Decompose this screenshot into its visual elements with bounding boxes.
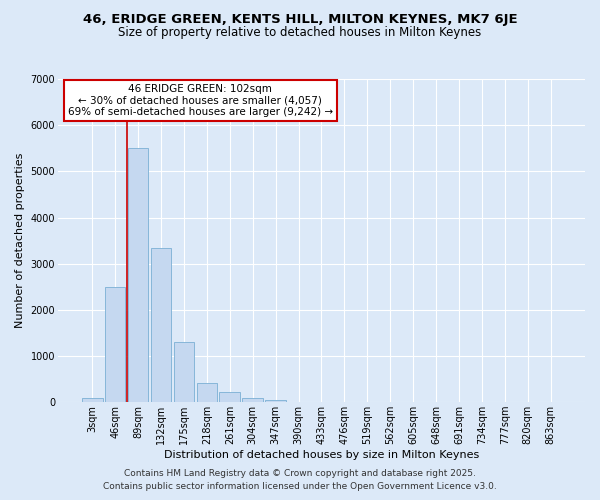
Bar	[173, 342, 194, 402]
Bar	[220, 392, 240, 402]
Bar	[242, 398, 263, 402]
Text: Size of property relative to detached houses in Milton Keynes: Size of property relative to detached ho…	[118, 26, 482, 39]
Bar	[128, 148, 148, 402]
Bar	[151, 248, 172, 402]
X-axis label: Distribution of detached houses by size in Milton Keynes: Distribution of detached houses by size …	[164, 450, 479, 460]
Text: 46, ERIDGE GREEN, KENTS HILL, MILTON KEYNES, MK7 6JE: 46, ERIDGE GREEN, KENTS HILL, MILTON KEY…	[83, 12, 517, 26]
Y-axis label: Number of detached properties: Number of detached properties	[15, 153, 25, 328]
Bar	[105, 287, 125, 402]
Bar	[197, 383, 217, 402]
Bar	[265, 400, 286, 402]
Bar	[82, 398, 103, 402]
Text: Contains HM Land Registry data © Crown copyright and database right 2025.
Contai: Contains HM Land Registry data © Crown c…	[103, 470, 497, 491]
Text: 46 ERIDGE GREEN: 102sqm
← 30% of detached houses are smaller (4,057)
69% of semi: 46 ERIDGE GREEN: 102sqm ← 30% of detache…	[68, 84, 333, 117]
